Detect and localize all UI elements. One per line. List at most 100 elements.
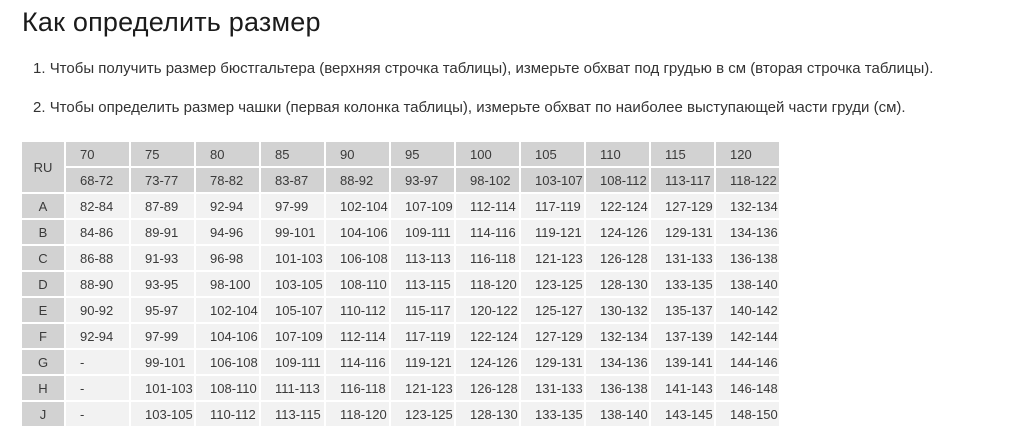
size-range-cell: 140-142 (716, 298, 779, 322)
underbust-range-cell: 98-102 (456, 168, 519, 192)
size-range-cell: 124-126 (586, 220, 649, 244)
instruction-item-1: 1. Чтобы получить размер бюстгальтера (в… (33, 60, 1024, 77)
cup-label-cell: C (22, 246, 64, 270)
size-range-cell: 139-141 (651, 350, 714, 374)
underbust-range-cell: 108-112 (586, 168, 649, 192)
size-range-cell: 122-124 (456, 324, 519, 348)
size-range-cell: 127-129 (521, 324, 584, 348)
size-range-cell: 119-121 (521, 220, 584, 244)
size-range-cell: 108-110 (326, 272, 389, 296)
size-range-cell: 103-105 (261, 272, 324, 296)
size-range-cell: 101-103 (261, 246, 324, 270)
size-range-cell: 116-118 (326, 376, 389, 400)
size-range-cell: 129-131 (521, 350, 584, 374)
size-range-cell: 104-106 (196, 324, 259, 348)
band-size-cell: 100 (456, 142, 519, 166)
size-range-cell: 133-135 (651, 272, 714, 296)
size-range-cell: 112-114 (326, 324, 389, 348)
cup-label-cell: H (22, 376, 64, 400)
size-range-cell: 135-137 (651, 298, 714, 322)
table-row: F 92-94 97-99 104-106 107-109 112-114 117-119 1… (22, 324, 779, 348)
size-range-cell: 131-133 (521, 376, 584, 400)
size-table-header: RU 70 75 80 85 90 95 100 105 110 115 120 68-72 73-77 7… (22, 142, 779, 192)
size-range-cell: 134-136 (716, 220, 779, 244)
size-range-cell: 126-128 (456, 376, 519, 400)
cup-label-cell: E (22, 298, 64, 322)
band-size-cell: 75 (131, 142, 194, 166)
instruction-number: 2. (33, 99, 46, 116)
size-range-cell: 114-116 (456, 220, 519, 244)
page-title: Как определить размер (22, 7, 321, 37)
size-range-cell: 136-138 (716, 246, 779, 270)
band-size-cell: 85 (261, 142, 324, 166)
size-range-cell: 122-124 (586, 194, 649, 218)
size-range-cell: 113-113 (391, 246, 454, 270)
band-size-cell: 90 (326, 142, 389, 166)
size-range-cell: 97-99 (261, 194, 324, 218)
underbust-range-cell: 88-92 (326, 168, 389, 192)
size-range-cell: 107-109 (391, 194, 454, 218)
size-range-cell: 121-123 (391, 376, 454, 400)
size-range-cell: 88-90 (66, 272, 129, 296)
instruction-item-2: 2. Чтобы определить размер чашки (первая… (33, 99, 1024, 116)
table-row: D 88-90 93-95 98-100 103-105 108-110 113-115 11… (22, 272, 779, 296)
size-range-cell: 103-105 (131, 402, 194, 426)
size-range-cell: 84-86 (66, 220, 129, 244)
size-range-cell: 146-148 (716, 376, 779, 400)
size-range-cell: 120-122 (456, 298, 519, 322)
size-range-cell: 112-114 (456, 194, 519, 218)
size-range-cell: 82-84 (66, 194, 129, 218)
size-range-cell: 125-127 (521, 298, 584, 322)
size-range-cell: 123-125 (391, 402, 454, 426)
size-range-cell: 93-95 (131, 272, 194, 296)
band-size-cell: 80 (196, 142, 259, 166)
size-range-cell: 114-116 (326, 350, 389, 374)
size-range-cell: 102-104 (326, 194, 389, 218)
size-range-cell: 130-132 (586, 298, 649, 322)
underbust-row: 68-72 73-77 78-82 83-87 88-92 93-97 98-102 103-… (22, 168, 779, 192)
cup-label-cell: A (22, 194, 64, 218)
size-range-cell: 142-144 (716, 324, 779, 348)
size-range-cell: 124-126 (456, 350, 519, 374)
size-table: RU 70 75 80 85 90 95 100 105 110 115 120 68-72 73-77 7… (20, 140, 781, 428)
size-range-cell: 92-94 (66, 324, 129, 348)
size-range-cell: 126-128 (586, 246, 649, 270)
size-range-cell: 98-100 (196, 272, 259, 296)
size-range-cell: 106-108 (196, 350, 259, 374)
size-range-cell: 105-107 (261, 298, 324, 322)
size-range-cell: 104-106 (326, 220, 389, 244)
size-range-cell: 137-139 (651, 324, 714, 348)
size-range-cell: 90-92 (66, 298, 129, 322)
size-range-cell: 96-98 (196, 246, 259, 270)
instruction-text: Чтобы определить размер чашки (первая ко… (49, 99, 906, 116)
size-range-cell: 99-101 (131, 350, 194, 374)
size-range-cell: 110-112 (326, 298, 389, 322)
instruction-number: 1. (33, 60, 46, 77)
ru-corner-label: RU (22, 142, 64, 192)
size-range-cell: 111-113 (261, 376, 324, 400)
size-range-cell: 134-136 (586, 350, 649, 374)
size-range-cell: 131-133 (651, 246, 714, 270)
size-range-cell: 92-94 (196, 194, 259, 218)
size-range-cell: 113-115 (261, 402, 324, 426)
band-size-cell: 70 (66, 142, 129, 166)
size-range-cell: 138-140 (586, 402, 649, 426)
band-size-cell: 110 (586, 142, 649, 166)
size-range-cell: 136-138 (586, 376, 649, 400)
size-range-cell: - (66, 376, 129, 400)
size-range-cell: 117-119 (391, 324, 454, 348)
instructions: 1. Чтобы получить размер бюстгальтера (в… (22, 60, 1024, 116)
underbust-range-cell: 68-72 (66, 168, 129, 192)
underbust-range-cell: 78-82 (196, 168, 259, 192)
size-range-cell: 86-88 (66, 246, 129, 270)
size-range-cell: 108-110 (196, 376, 259, 400)
size-range-cell: 127-129 (651, 194, 714, 218)
table-row: J -103-105 110-112 113-115 118-120 123-125 128… (22, 402, 779, 426)
table-row: A 82-84 87-89 92-94 97-99 102-104 107-109 112-1… (22, 194, 779, 218)
underbust-range-cell: 113-117 (651, 168, 714, 192)
size-range-cell: 94-96 (196, 220, 259, 244)
size-range-cell: 129-131 (651, 220, 714, 244)
size-range-cell: 95-97 (131, 298, 194, 322)
band-size-cell: 105 (521, 142, 584, 166)
size-range-cell: 113-115 (391, 272, 454, 296)
